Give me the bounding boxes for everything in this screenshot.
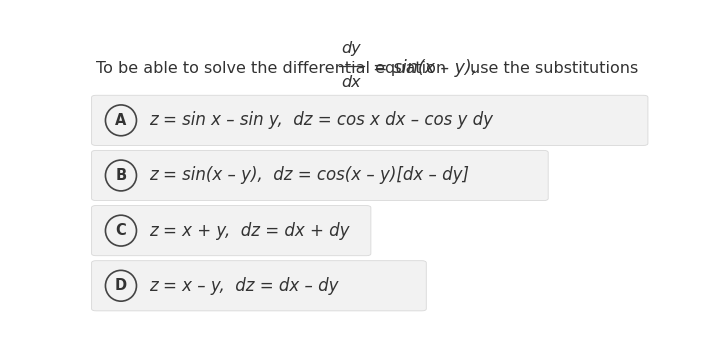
Text: C: C	[116, 223, 127, 238]
Text: dy: dy	[342, 41, 361, 56]
Text: z = x – y,  dz = dx – dy: z = x – y, dz = dx – dy	[149, 277, 338, 295]
FancyBboxPatch shape	[92, 95, 648, 145]
FancyBboxPatch shape	[92, 261, 426, 311]
FancyBboxPatch shape	[92, 150, 548, 201]
Text: To be able to solve the differential equation: To be able to solve the differential equ…	[96, 61, 446, 76]
Text: z = sin(x – y),  dz = cos(x – y)[dx – dy]: z = sin(x – y), dz = cos(x – y)[dx – dy]	[149, 166, 468, 184]
FancyBboxPatch shape	[92, 206, 371, 256]
Text: use the substitutions: use the substitutions	[470, 61, 638, 76]
Text: A: A	[115, 113, 127, 128]
Text: D: D	[115, 278, 127, 293]
Text: z = sin x – sin y,  dz = cos x dx – cos y dy: z = sin x – sin y, dz = cos x dx – cos y…	[149, 112, 493, 129]
Text: = sin(x – y),: = sin(x – y),	[373, 59, 477, 77]
Text: dx: dx	[342, 75, 361, 90]
Text: B: B	[115, 168, 127, 183]
Text: z = x + y,  dz = dx + dy: z = x + y, dz = dx + dy	[149, 222, 349, 240]
